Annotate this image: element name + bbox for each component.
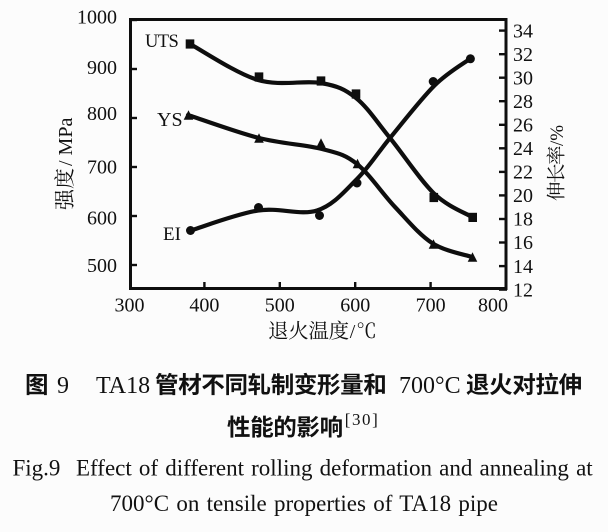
svg-text:900: 900	[87, 57, 117, 79]
svg-text:28: 28	[513, 91, 533, 113]
svg-text:32: 32	[513, 44, 533, 66]
svg-text:700°C on tensile properties of: 700°C on tensile properties of TA18 pipe	[110, 491, 498, 516]
svg-text:[30]: [30]	[345, 410, 380, 429]
svg-text:600: 600	[87, 208, 117, 230]
svg-text:400: 400	[189, 295, 219, 317]
svg-text:24: 24	[513, 138, 533, 160]
svg-text:14: 14	[513, 256, 533, 278]
svg-text:20: 20	[513, 185, 533, 207]
svg-text:700: 700	[399, 373, 435, 399]
svg-text:16: 16	[513, 232, 533, 254]
svg-text:UTS: UTS	[145, 32, 178, 52]
svg-text:9: 9	[57, 373, 69, 399]
svg-text:/%: /%	[547, 125, 568, 146]
svg-text:600: 600	[340, 295, 370, 317]
svg-text:300: 300	[115, 295, 145, 317]
svg-text:°C: °C	[435, 373, 461, 399]
svg-text:500: 500	[87, 255, 117, 277]
svg-text:22: 22	[513, 162, 533, 184]
svg-text:700: 700	[416, 295, 446, 317]
svg-text:Effect of different rolling de: Effect of different rolling deformation …	[76, 456, 593, 481]
svg-text:700: 700	[87, 156, 117, 178]
svg-text:12: 12	[513, 279, 533, 301]
svg-text:18: 18	[513, 209, 533, 231]
svg-text:YS: YS	[157, 109, 183, 131]
svg-text:800: 800	[478, 295, 508, 317]
svg-text:26: 26	[513, 115, 533, 137]
svg-text:/: /	[350, 321, 356, 343]
svg-text:30: 30	[513, 67, 533, 89]
svg-text:800: 800	[87, 103, 117, 125]
svg-text:1000: 1000	[77, 6, 117, 28]
svg-text:TA18: TA18	[96, 373, 150, 399]
svg-text:34: 34	[513, 20, 533, 42]
svg-text:500: 500	[265, 295, 295, 317]
svg-text:EI: EI	[163, 224, 181, 245]
svg-text:/ MPa: / MPa	[55, 118, 77, 166]
svg-text:Fig.9: Fig.9	[13, 456, 61, 481]
